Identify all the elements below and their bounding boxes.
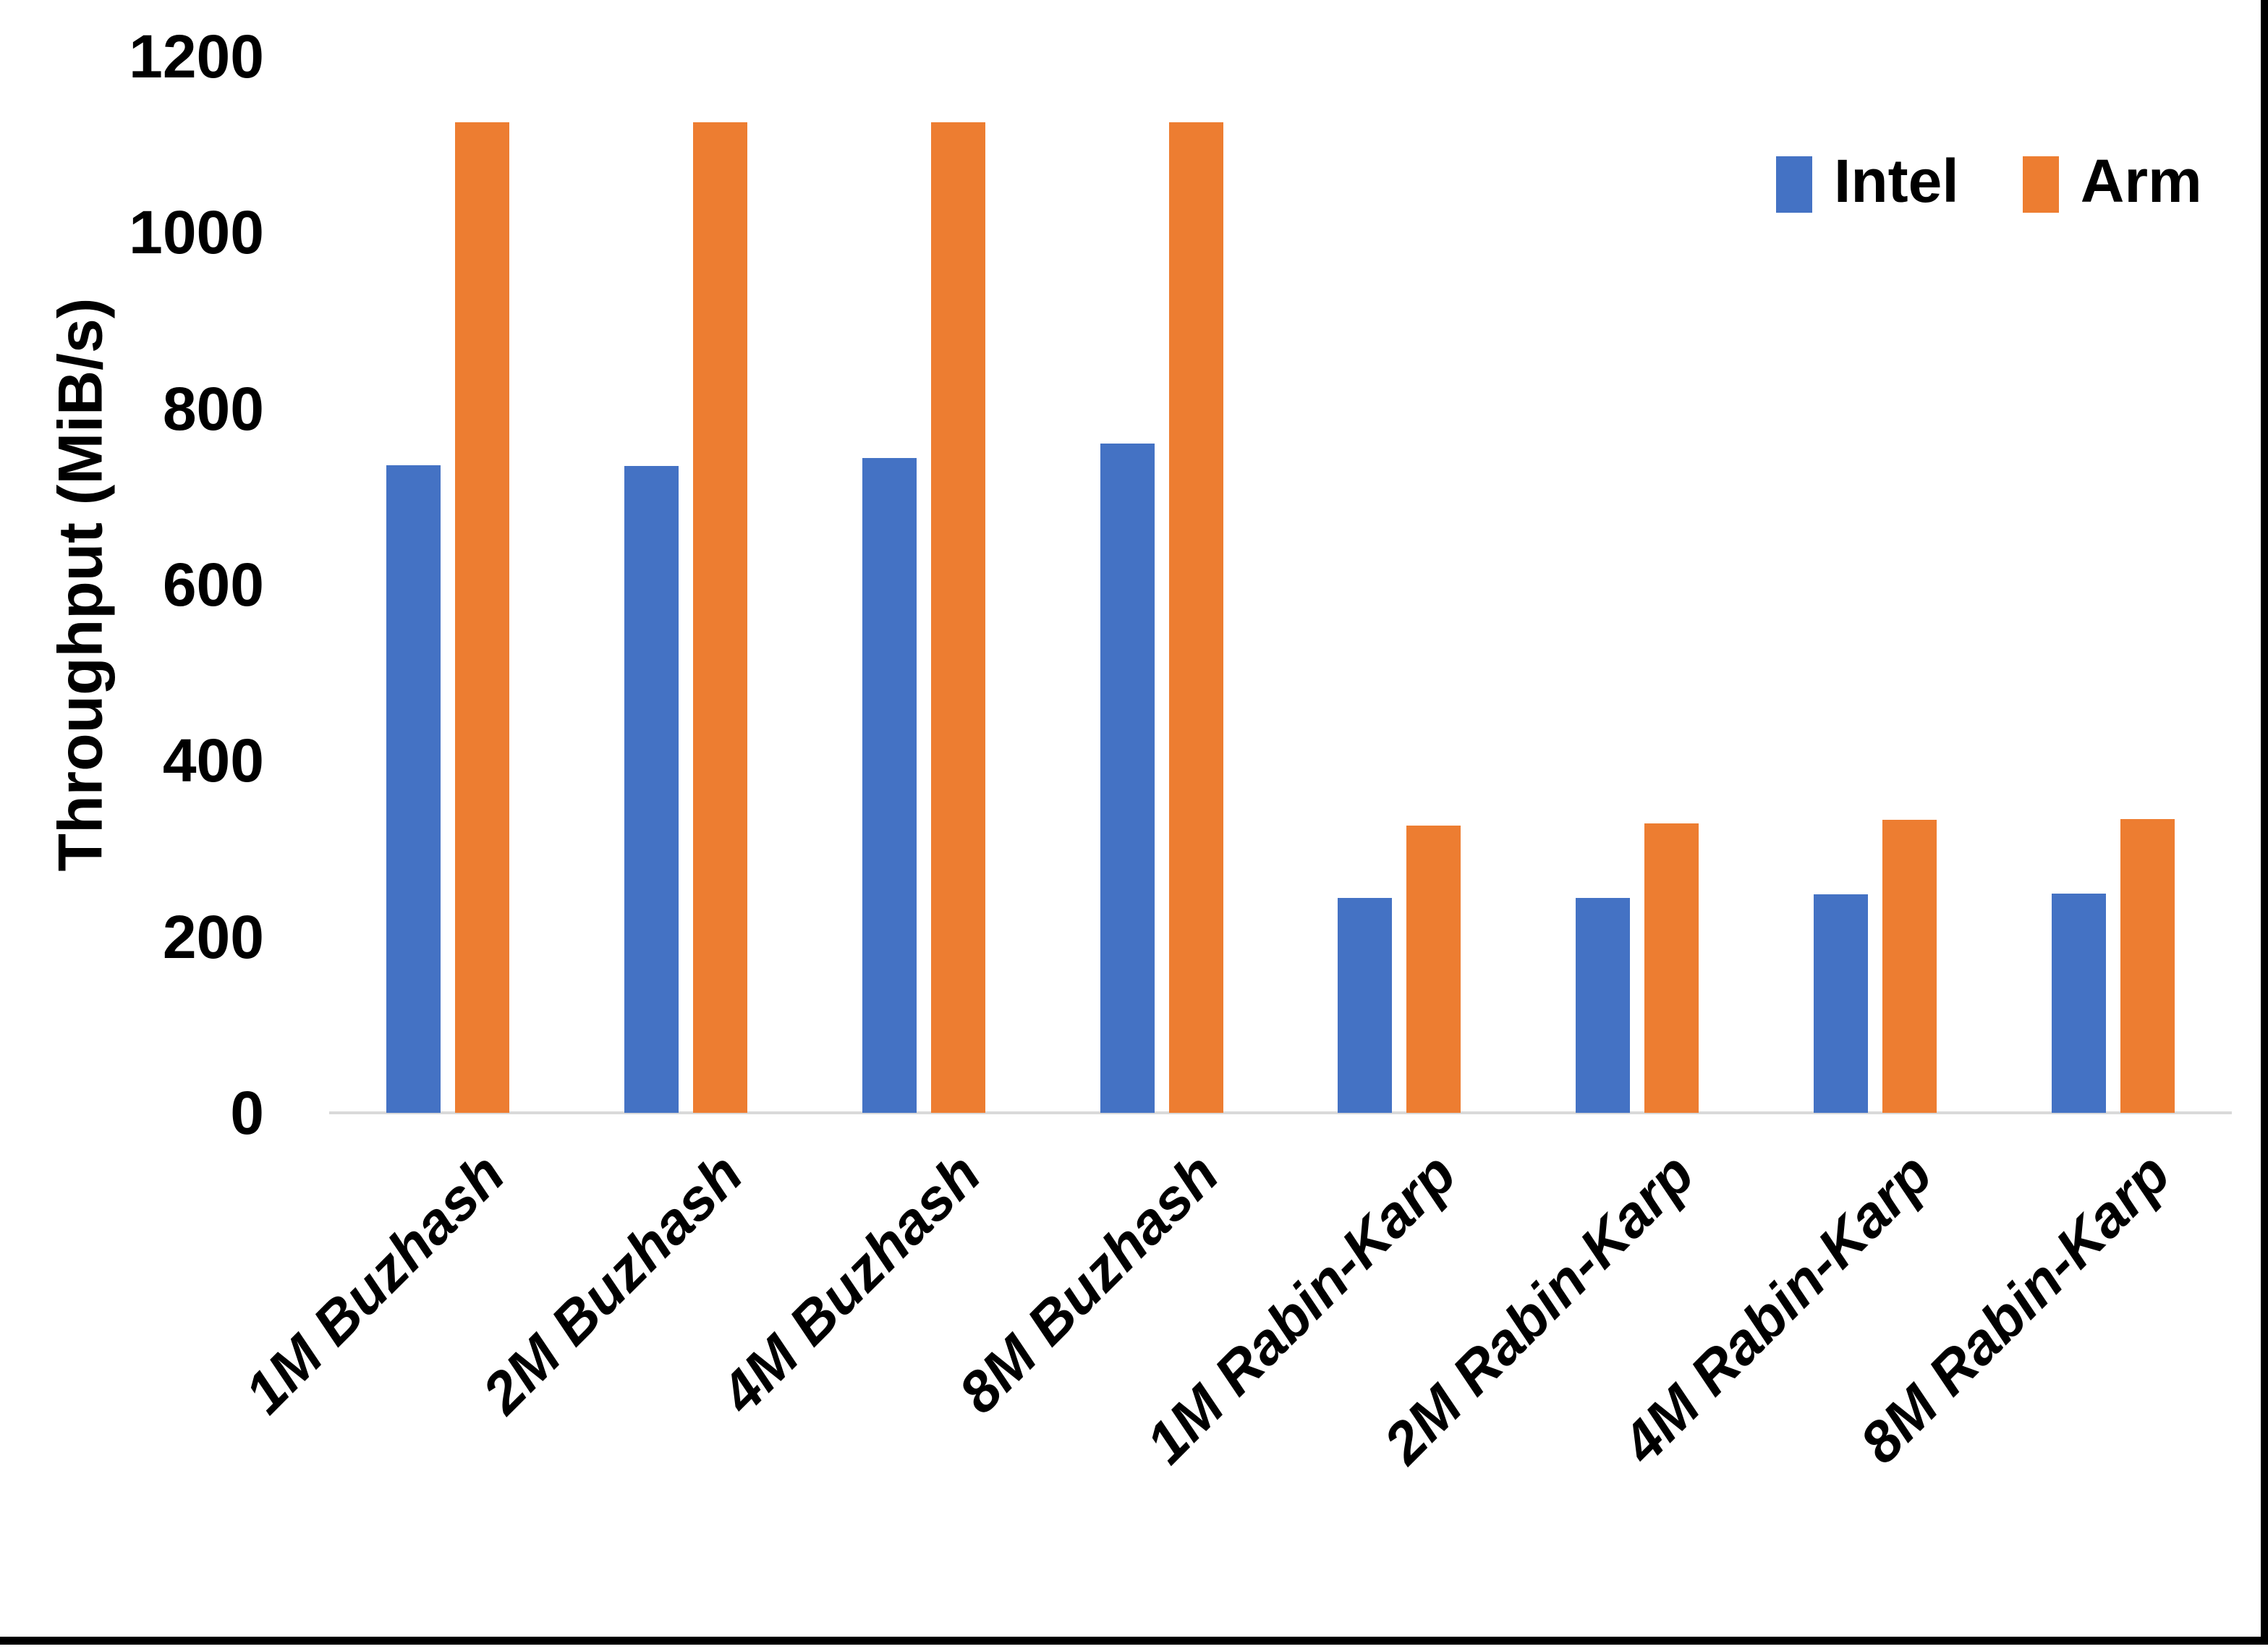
window-border-right bbox=[2261, 0, 2268, 1645]
bar-intel-4m-buzhash bbox=[862, 458, 917, 1113]
bar-intel-2m-buzhash bbox=[624, 466, 679, 1113]
bar-intel-8m-buzhash bbox=[1100, 444, 1155, 1113]
bar-intel-2m-rabin-karp bbox=[1576, 898, 1630, 1113]
x-label-1m-rabin-karp: 1M Rabin-Karp bbox=[1134, 1141, 1469, 1476]
x-label-2m-rabin-karp: 2M Rabin-Karp bbox=[1372, 1141, 1707, 1476]
window-border-bottom bbox=[0, 1637, 2268, 1645]
bar-intel-1m-buzhash bbox=[386, 465, 441, 1113]
x-label-2m-buzhash: 2M Buzhash bbox=[470, 1141, 755, 1426]
bar-intel-4m-rabin-karp bbox=[1814, 894, 1868, 1113]
plot-area bbox=[329, 56, 2232, 1114]
bar-arm-8m-rabin-karp bbox=[2120, 819, 2175, 1113]
bar-arm-2m-rabin-karp bbox=[1644, 823, 1699, 1113]
bar-arm-8m-buzhash bbox=[1169, 122, 1223, 1113]
x-label-1m-buzhash: 1M Buzhash bbox=[232, 1141, 517, 1426]
x-label-8m-rabin-karp: 8M Rabin-Karp bbox=[1847, 1141, 2182, 1476]
y-tick-label-1000: 1000 bbox=[129, 198, 264, 267]
legend-item-arm: Arm bbox=[2022, 141, 2202, 221]
bar-intel-8m-rabin-karp bbox=[2052, 894, 2106, 1113]
x-label-4m-buzhash: 4M Buzhash bbox=[708, 1141, 993, 1426]
y-tick-label-200: 200 bbox=[162, 902, 264, 971]
legend: Intel Arm bbox=[1776, 139, 2202, 223]
y-tick-label-0: 0 bbox=[230, 1079, 264, 1147]
intel-series-swatch bbox=[1776, 156, 1812, 213]
y-tick-label-1200: 1200 bbox=[129, 22, 264, 90]
bar-arm-2m-buzhash bbox=[693, 122, 747, 1113]
x-label-4m-rabin-karp: 4M Rabin-Karp bbox=[1609, 1141, 1944, 1476]
bar-arm-1m-rabin-karp bbox=[1406, 826, 1461, 1113]
arm-series-swatch bbox=[2022, 156, 2059, 213]
bar-arm-4m-rabin-karp bbox=[1882, 820, 1937, 1113]
x-axis-line bbox=[329, 1111, 2232, 1114]
legend-item-intel: Intel bbox=[1776, 141, 1959, 221]
legend-label-arm: Arm bbox=[2080, 147, 2202, 215]
y-tick-label-400: 400 bbox=[162, 726, 264, 795]
legend-label-intel: Intel bbox=[1834, 147, 1959, 215]
bar-intel-1m-rabin-karp bbox=[1338, 898, 1392, 1113]
bar-arm-1m-buzhash bbox=[455, 122, 509, 1113]
x-label-8m-buzhash: 8M Buzhash bbox=[946, 1141, 1231, 1426]
y-tick-label-800: 800 bbox=[162, 374, 264, 443]
y-tick-label-600: 600 bbox=[162, 551, 264, 619]
bar-arm-4m-buzhash bbox=[931, 122, 985, 1113]
